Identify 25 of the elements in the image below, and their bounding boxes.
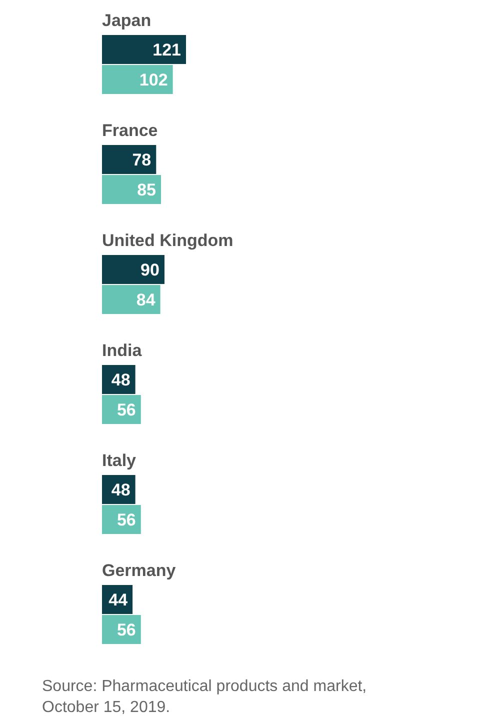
data-label: 44 xyxy=(108,590,128,610)
data-label: 84 xyxy=(136,290,156,310)
y-tick-label: France xyxy=(102,121,158,140)
data-label: 121 xyxy=(152,40,181,60)
bar xyxy=(102,255,164,284)
bar xyxy=(102,65,173,94)
data-label: 56 xyxy=(116,620,136,640)
bar xyxy=(102,175,162,204)
data-label: 85 xyxy=(137,180,156,200)
y-tick-label: Italy xyxy=(102,451,137,470)
source-note: Source: Pharmaceutical products and market, October 15, 2019. xyxy=(42,678,367,716)
bar xyxy=(102,145,156,174)
data-label: 56 xyxy=(116,400,136,420)
data-label: 48 xyxy=(111,370,130,390)
data-label: 48 xyxy=(111,480,130,500)
bar xyxy=(102,35,186,64)
data-label: 78 xyxy=(132,150,152,170)
y-tick-label: India xyxy=(102,341,142,360)
data-label: 56 xyxy=(116,510,136,530)
data-label: 90 xyxy=(140,260,160,280)
y-tick-label: United Kingdom xyxy=(102,231,234,250)
y-tick-label: Japan xyxy=(102,11,152,30)
data-label: 102 xyxy=(139,70,168,90)
y-tick-label: Germany xyxy=(102,561,176,580)
bar xyxy=(102,285,160,314)
